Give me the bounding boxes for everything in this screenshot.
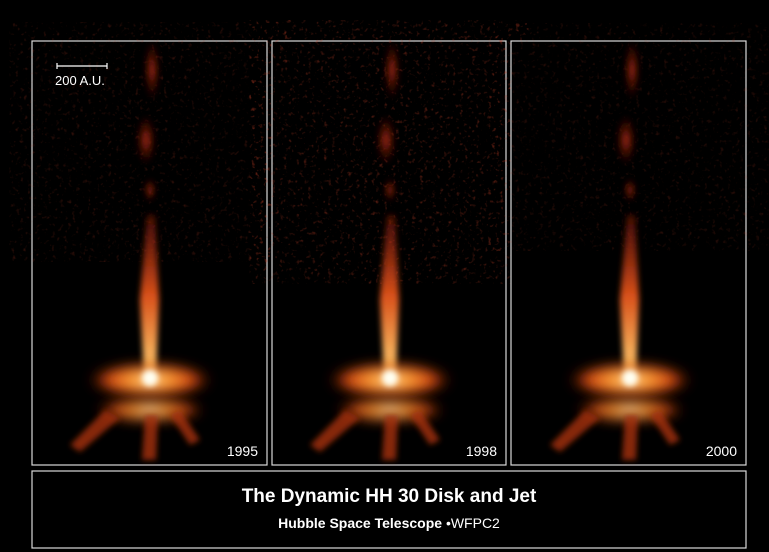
year-label: 1998 — [466, 443, 497, 459]
panel: 2000 — [511, 40, 746, 465]
instrument: WFPC2 — [451, 515, 500, 531]
scale-label: 200 A.U. — [55, 73, 105, 88]
caption-title: The Dynamic HH 30 Disk and Jet — [242, 486, 537, 507]
panel: 200 A.U. 1995 — [32, 40, 267, 465]
caption-credit: Hubble Space Telescope •WFPC2 — [278, 515, 500, 531]
year-label: 2000 — [706, 443, 737, 459]
year-label: 1995 — [227, 443, 258, 459]
observatory: Hubble Space Telescope — [278, 515, 442, 531]
caption: The Dynamic HH 30 Disk and Jet Hubble Sp… — [32, 471, 746, 548]
figure: 200 A.U. 1995 1998 2000 The Dynamic HH 3… — [0, 0, 769, 552]
panel: 1998 — [272, 40, 506, 465]
panels: 200 A.U. 1995 1998 2000 — [32, 40, 746, 465]
